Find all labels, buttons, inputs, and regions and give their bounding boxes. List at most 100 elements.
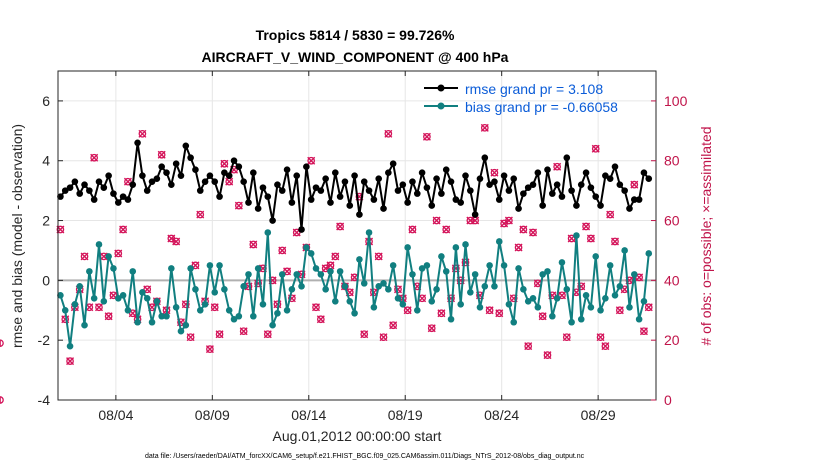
series-point-rmse: [225, 172, 233, 179]
series-point-bias: [534, 303, 542, 311]
obs-possible-marker: [403, 306, 412, 315]
chart-title-line2: AIRCRAFT_V_WIND_COMPONENT @ 400 hPa: [202, 49, 509, 65]
series-point-rmse: [404, 199, 411, 206]
obs-assimilated-marker: [119, 225, 128, 234]
series-point-rmse: [602, 172, 609, 179]
series-point-rmse: [245, 199, 252, 206]
obs-assimilated-marker: [196, 210, 205, 219]
obs-count-point: [538, 312, 547, 321]
series-point-bias: [153, 298, 161, 305]
obs-count-point: [611, 237, 620, 246]
obs-possible-marker: [543, 351, 552, 359]
series-point-rmse: [568, 187, 575, 194]
series-point-rmse: [645, 175, 653, 182]
series-point-rmse: [606, 175, 614, 182]
obs-assimilated-marker: [234, 201, 243, 210]
obs-possible-marker: [114, 249, 123, 258]
legend-entry-bias: bias grand pr = -0.66058: [424, 99, 618, 115]
series-point-rmse: [105, 172, 112, 179]
obs-possible-marker: [109, 291, 118, 300]
series-point-bias: [264, 229, 272, 236]
obs-assimilated-marker: [403, 306, 412, 315]
obs-possible-marker: [495, 309, 504, 318]
series-point-rmse: [423, 184, 431, 191]
obs-count-point: [437, 309, 446, 318]
obs-count-point: [480, 123, 489, 132]
obs-count-point: [529, 228, 538, 237]
series-point-rmse: [351, 172, 358, 179]
series-point-rmse: [307, 196, 315, 203]
obs-possible-marker: [206, 345, 214, 354]
obs-possible-marker: [292, 228, 301, 237]
series-point-rmse: [360, 178, 368, 185]
legend-label-bias: bias grand pr = -0.66058: [465, 99, 618, 115]
obs-possible-marker: [509, 294, 518, 303]
obs-count-point: [205, 345, 214, 354]
obs-count-point: [312, 303, 321, 312]
series-point-bias: [645, 250, 653, 257]
series-point-bias: [114, 295, 122, 302]
obs-count-point: [639, 327, 648, 336]
series-point-rmse: [57, 193, 64, 200]
legend-label-rmse: rmse grand pr = 3.108: [465, 81, 603, 97]
obs-count-point: [379, 333, 388, 342]
obs-possible-marker: [379, 333, 388, 342]
series-point-rmse: [438, 190, 445, 197]
series-point-bias: [640, 298, 648, 305]
obs-count-point: [138, 129, 147, 138]
series-point-rmse: [235, 163, 243, 171]
series-point-bias: [250, 312, 257, 320]
obs-assimilated-marker: [123, 177, 132, 186]
series-point-bias: [86, 268, 93, 275]
series-point-bias: [187, 265, 194, 272]
obs-assimilated-marker: [225, 177, 234, 186]
obs-assimilated-marker: [312, 303, 321, 312]
y-tick-label-left: -4: [38, 392, 51, 408]
obs-count-point: [360, 330, 369, 339]
series-point-bias: [317, 271, 325, 278]
series-point-bias: [553, 295, 561, 302]
obs-possible-marker: [239, 327, 248, 336]
series-point-rmse: [385, 169, 392, 176]
plot-area: 08/04 08/09 08/14 08/19 08/24 08/29-4-2024602…: [0, 70, 688, 423]
series-point-bias: [303, 244, 310, 251]
obs-assimilated-marker: [418, 294, 427, 303]
obs-count-point: [514, 243, 523, 252]
obs-assimilated-marker: [471, 216, 480, 225]
series-point-rmse: [336, 193, 344, 200]
series-point-bias: [346, 298, 354, 305]
obs-possible-marker: [254, 279, 262, 288]
obs-assimilated-marker: [85, 303, 94, 312]
obs-assimilated-marker: [519, 225, 528, 234]
series-point-bias: [389, 262, 397, 269]
obs-assimilated-marker: [66, 357, 75, 366]
series-point-bias: [100, 298, 108, 305]
series-point-bias: [312, 265, 320, 272]
series-point-bias: [341, 283, 349, 290]
obs-possible-marker: [480, 123, 489, 132]
series-point-bias: [360, 280, 368, 287]
obs-possible-marker: [408, 225, 417, 234]
series-point-bias: [399, 300, 407, 308]
obs-possible-marker: [283, 267, 291, 276]
series-point-bias: [510, 318, 518, 326]
obs-count-point: [66, 357, 75, 366]
series-point-rmse: [177, 172, 185, 179]
series-point-bias: [327, 268, 334, 275]
obs-possible-marker: [389, 321, 398, 330]
obs-assimilated-marker: [215, 330, 224, 339]
series-point-rmse: [90, 196, 98, 203]
obs-assimilated-marker: [639, 327, 648, 336]
series-point-bias: [124, 306, 132, 314]
obs-possible-marker: [577, 282, 586, 291]
series-point-rmse: [375, 175, 383, 182]
obs-possible-marker: [56, 225, 65, 234]
series-point-rmse: [573, 202, 580, 209]
obs-count-point: [553, 162, 562, 171]
series-point-rmse: [114, 199, 122, 206]
obs-possible-marker: [456, 276, 465, 285]
series-point-bias: [269, 321, 276, 329]
obs-count-point: [0, 339, 4, 348]
obs-assimilated-marker: [601, 342, 610, 351]
